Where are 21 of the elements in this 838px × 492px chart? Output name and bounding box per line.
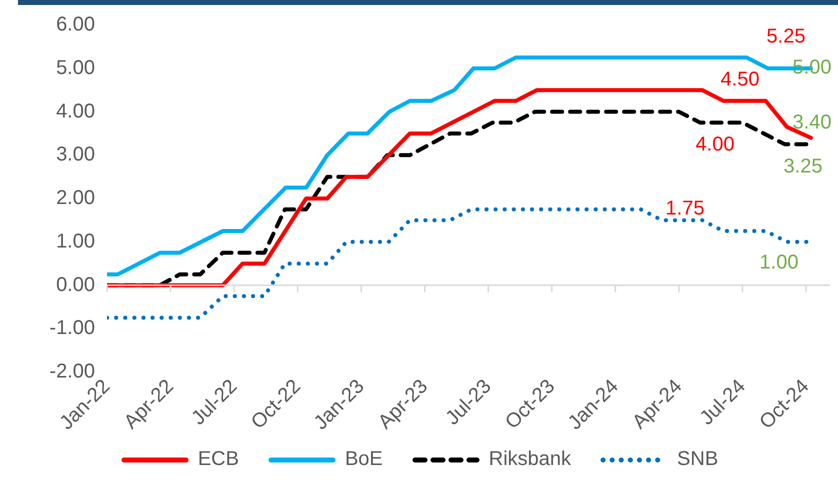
y-tick-label: -2.00: [49, 360, 95, 383]
y-tick-label: 6.00: [56, 14, 95, 36]
y-tick-label: 0.00: [56, 274, 95, 296]
annotation: 5.00: [792, 56, 832, 79]
y-tick-label: 4.00: [56, 100, 95, 122]
annotation: 3.40: [792, 112, 832, 134]
y-tick-label: -1.00: [49, 317, 95, 340]
annotation: 1.00: [760, 252, 798, 274]
annotation: 1.75: [666, 198, 704, 220]
y-tick-label: 5.00: [56, 56, 95, 79]
annotation: 4.00: [696, 134, 734, 156]
annotation: 3.25: [784, 156, 822, 178]
legend-label: ECB: [198, 448, 239, 471]
legend-label: Riksbank: [488, 448, 572, 471]
y-tick-label: 3.00: [56, 144, 95, 166]
y-tick-label: 2.00: [56, 187, 95, 210]
legend-label: SNB: [677, 448, 718, 471]
y-tick-label: 1.00: [56, 230, 95, 252]
annotation: 5.25: [766, 26, 806, 48]
annotation: 4.50: [720, 68, 760, 91]
legend-label: BoE: [344, 448, 383, 471]
